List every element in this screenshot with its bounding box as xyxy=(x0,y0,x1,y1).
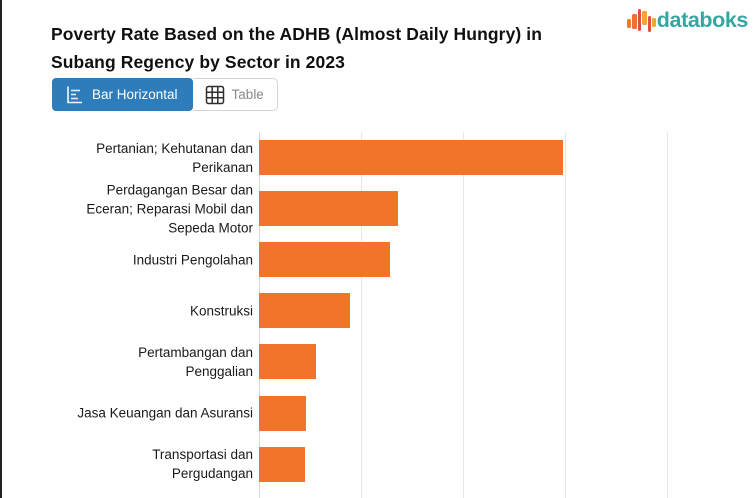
category-label: Konstruksi xyxy=(189,303,253,319)
table-label: Table xyxy=(231,87,264,102)
databoks-logo-text: databoks xyxy=(656,8,749,32)
bar[interactable] xyxy=(259,242,390,278)
bar[interactable] xyxy=(259,191,398,227)
bar[interactable] xyxy=(259,293,350,329)
bar-horizontal-icon xyxy=(65,85,84,104)
bar[interactable] xyxy=(259,344,316,380)
table-icon xyxy=(204,84,226,106)
page-title: Poverty Rate Based on the ADHB (Almost D… xyxy=(51,23,543,72)
category-label: Perdagangan Besar dan Eceran; Reparasi M… xyxy=(86,182,253,236)
gridline xyxy=(667,132,668,498)
bar[interactable] xyxy=(259,140,563,175)
view-toggle: Bar Horizontal Table xyxy=(52,78,278,111)
category-label: Pertambangan dan Penggalian xyxy=(138,344,253,379)
table-button[interactable]: Table xyxy=(192,78,278,111)
bar-horizontal-button[interactable]: Bar Horizontal xyxy=(52,78,193,111)
category-label: Pertanian; Kehutanan dan Perikanan xyxy=(96,140,253,175)
bar-horizontal-label: Bar Horizontal xyxy=(92,87,178,102)
bar[interactable] xyxy=(259,446,305,482)
gridline xyxy=(565,132,566,498)
gridline xyxy=(463,132,464,498)
bar[interactable] xyxy=(259,395,306,431)
category-label: Jasa Keuangan dan Asuransi xyxy=(77,405,253,421)
databoks-bars-icon xyxy=(626,7,656,34)
window-edge xyxy=(0,0,2,498)
category-label: Transportasi dan Pergudangan xyxy=(152,447,253,482)
databoks-logo[interactable]: databoks xyxy=(626,7,748,34)
category-label: Industri Pengolahan xyxy=(132,252,253,268)
gridline xyxy=(361,132,362,498)
